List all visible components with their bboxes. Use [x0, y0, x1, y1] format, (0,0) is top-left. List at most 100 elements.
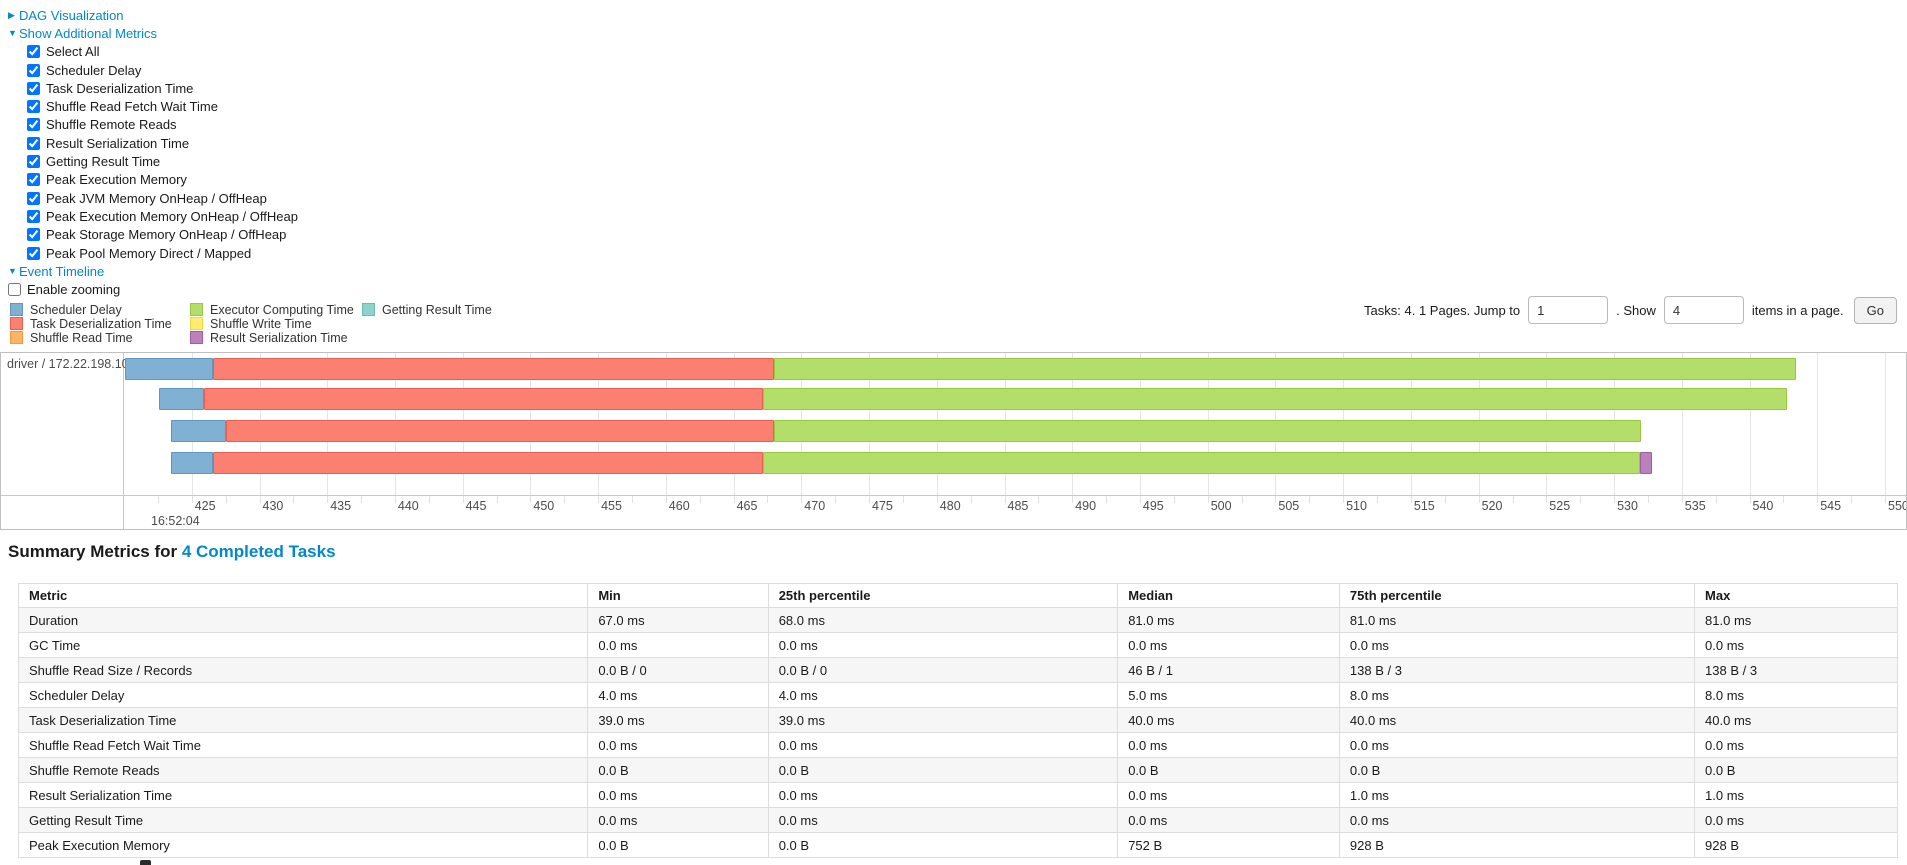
timeline-axis-separator	[1, 495, 1906, 496]
metric-name-cell: Getting Result Time	[17, 807, 589, 833]
timeline-axis-tick-label: 515	[1413, 499, 1435, 513]
dag-visualization-toggle[interactable]: ▶ DAG Visualization	[8, 6, 298, 24]
timeline-minor-tick	[902, 496, 904, 503]
task-4-result-serialization-segment[interactable]	[1639, 452, 1652, 474]
metric-value-cell-75th-percentile: 81.0 ms	[1338, 607, 1696, 633]
metric-value-cell-min: 0.0 ms	[587, 632, 769, 658]
timeline-minor-tick	[1309, 496, 1311, 503]
metric-value-cell-median: 46 B / 1	[1117, 657, 1340, 683]
chevron-down-icon: ▼	[8, 28, 17, 39]
legend-label: Task Deserialization Time	[30, 316, 172, 331]
metric-name-cell: GC Time	[17, 632, 589, 658]
legend-column: Getting Result Time	[362, 303, 492, 344]
metric-value-cell-max: 81.0 ms	[1694, 607, 1898, 633]
jump-to-page-input[interactable]	[1528, 296, 1609, 324]
task-1-deserialization-segment[interactable]	[213, 358, 775, 380]
dag-visualization-link[interactable]: DAG Visualization	[19, 7, 124, 23]
shuffle-write-time-swatch-icon	[190, 317, 203, 331]
shuffle-read-time-swatch-icon	[10, 330, 23, 344]
task-3-deserialization-segment[interactable]	[225, 420, 775, 442]
timeline-minor-tick	[361, 496, 363, 503]
peak-execution-memory-onheap-offheap-checkbox[interactable]	[27, 209, 40, 223]
peak-storage-memory-onheap-offheap-checkbox[interactable]	[27, 228, 40, 242]
task-3-scheduler-delay-segment[interactable]	[171, 420, 226, 442]
task-2-executor-computing-segment[interactable]	[763, 388, 1788, 410]
peak-pool-memory-direct-mapped-checkbox[interactable]	[27, 246, 40, 260]
timeline-group-label: driver / 172.22.198.104	[7, 357, 136, 371]
select-all-checkbox[interactable]	[27, 45, 40, 59]
metric-value-cell-75th-percentile: 0.0 ms	[1338, 632, 1696, 658]
legend-label: Scheduler Delay	[30, 302, 122, 317]
timeline-legend: Scheduler Delay Task Deserialization Time…	[10, 302, 492, 345]
metric-value-cell-min: 0.0 B	[587, 757, 769, 783]
timeline-axis-tick-label: 510	[1346, 499, 1367, 513]
metric-value-cell-min: 0.0 B / 0	[587, 657, 769, 683]
task-1-executor-computing-segment[interactable]	[774, 358, 1796, 380]
metric-value-cell-max: 0.0 ms	[1694, 807, 1898, 833]
timeline-minor-tick	[1173, 496, 1175, 503]
timeline-gridline	[1681, 353, 1683, 495]
timeline-minor-tick	[632, 496, 633, 503]
enable-zooming-checkbox[interactable]	[8, 283, 21, 297]
timeline-minor-tick	[835, 496, 837, 503]
peak-execution-memory-checkbox[interactable]	[27, 173, 40, 187]
executor-computing-time-swatch-icon	[190, 303, 203, 317]
timeline-minor-tick	[1749, 496, 1751, 503]
timeline-controls: ▶ DAG Visualization ▼ Show Additional Me…	[8, 6, 298, 299]
task-4-executor-computing-segment[interactable]	[763, 452, 1640, 474]
legend-label: Executor Computing Time	[210, 302, 354, 317]
shuffle-remote-reads-checkbox[interactable]	[27, 118, 40, 132]
metric-name-cell: Peak Execution Memory	[17, 832, 589, 858]
metric-option-shuffle-remote-reads: Shuffle Remote Reads	[8, 116, 298, 134]
checkbox-label: Peak JVM Memory OnHeap / OffHeap	[46, 190, 267, 206]
peak-jvm-memory-onheap-offheap-checkbox[interactable]	[27, 191, 40, 205]
column-header-metric: Metric	[17, 583, 589, 608]
metric-value-cell-min: 0.0 ms	[587, 807, 769, 833]
timeline-minor-tick	[1681, 496, 1683, 503]
timeline-axis-tick-label: 545	[1820, 499, 1842, 513]
metric-name-cell: Shuffle Remote Reads	[17, 757, 589, 783]
metric-value-cell-median: 40.0 ms	[1117, 707, 1340, 733]
metric-row-shuffle-remote-reads: Shuffle Remote Reads 0.0 B 0.0 B 0.0 B 0.0 B…	[17, 757, 1898, 783]
metric-value-cell-max: 0.0 ms	[1694, 732, 1898, 758]
checkbox-label: Task Deserialization Time	[46, 80, 194, 96]
timeline-minor-tick	[1614, 496, 1616, 503]
metric-value-cell-median: 0.0 ms	[1117, 632, 1340, 658]
event-timeline-toggle[interactable]: ▼ Event Timeline	[8, 262, 298, 280]
legend-item-scheduler-delay: Scheduler Delay	[10, 303, 190, 317]
items-per-page-input[interactable]	[1663, 296, 1744, 324]
timeline-minor-tick	[259, 496, 261, 503]
completed-tasks-link[interactable]: 4 Completed Tasks	[181, 542, 336, 561]
timeline-minor-tick	[1275, 496, 1277, 503]
task-4-scheduler-delay-segment[interactable]	[171, 452, 214, 474]
task-1-scheduler-delay-segment[interactable]	[125, 358, 214, 380]
getting-result-time-checkbox[interactable]	[27, 155, 40, 169]
result-serialization-time-checkbox[interactable]	[27, 136, 40, 150]
metric-value-cell-75th-percentile: 0.0 ms	[1338, 807, 1696, 833]
timeline-axis-tick-label: 470	[804, 499, 826, 513]
task-2-scheduler-delay-segment[interactable]	[159, 388, 204, 410]
timeline-minor-tick	[1241, 496, 1243, 503]
scheduler-delay-checkbox[interactable]	[27, 63, 40, 77]
checkbox-label: Peak Execution Memory	[46, 172, 187, 188]
metric-value-cell-min: 0.0 ms	[587, 732, 769, 758]
task-deserialization-time-checkbox[interactable]	[27, 81, 40, 95]
timeline-minor-tick	[1885, 496, 1886, 503]
shuffle-read-fetch-wait-time-checkbox[interactable]	[27, 100, 40, 114]
metric-value-cell-min: 4.0 ms	[587, 682, 769, 708]
task-4-deserialization-segment[interactable]	[213, 452, 764, 474]
event-timeline-link[interactable]: Event Timeline	[19, 263, 105, 279]
show-additional-metrics-toggle[interactable]: ▼ Show Additional Metrics	[8, 24, 298, 42]
legend-label: Result Serialization Time	[210, 330, 348, 345]
summary-metrics-title: Summary Metrics for 4 Completed Tasks	[8, 542, 336, 562]
timeline-minor-tick	[530, 496, 532, 503]
task-2-deserialization-segment[interactable]	[203, 388, 764, 410]
go-button[interactable]: Go	[1853, 296, 1897, 324]
task-3-executor-computing-segment[interactable]	[774, 420, 1642, 442]
show-additional-metrics-link[interactable]: Show Additional Metrics	[19, 25, 158, 41]
metric-value-cell-25th-percentile: 0.0 B / 0	[767, 657, 1119, 683]
metric-value-cell-25th-percentile: 4.0 ms	[767, 682, 1119, 708]
metric-value-cell-max: 8.0 ms	[1694, 682, 1898, 708]
timeline-minor-tick	[394, 496, 396, 503]
summary-title-text: Summary Metrics for	[8, 542, 182, 561]
